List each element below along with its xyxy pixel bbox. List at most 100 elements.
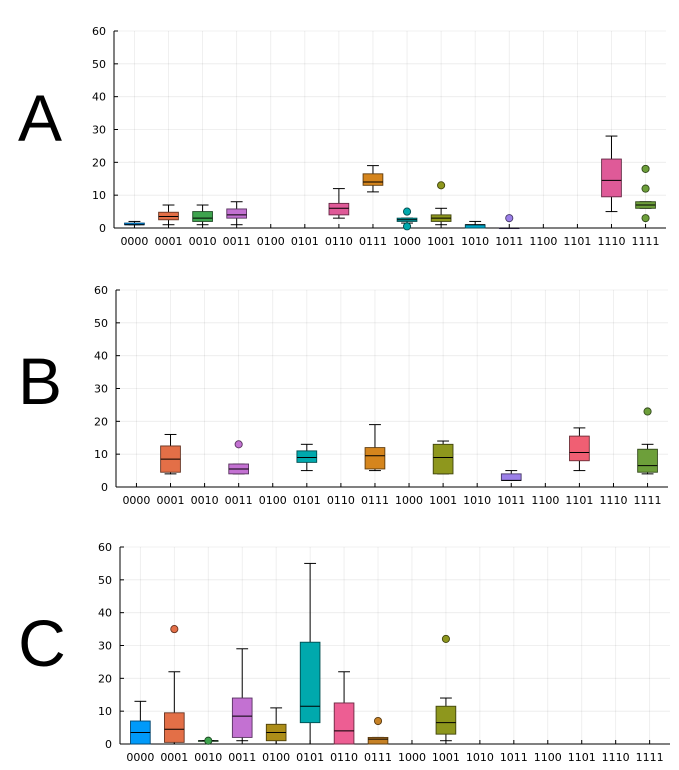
x-tick-label: 0000: [120, 235, 148, 248]
x-tick-label: 1111: [634, 494, 662, 507]
box-1001: [430, 181, 452, 226]
box-0001: [164, 625, 185, 745]
y-tick-label: 60: [92, 25, 106, 38]
outlier-point: [373, 716, 383, 726]
y-tick-label: 30: [92, 124, 106, 137]
outlier-point: [402, 207, 412, 216]
box-iqr: [435, 705, 457, 735]
box-0011: [231, 648, 253, 742]
x-tick-label: 0101: [291, 235, 319, 248]
box-iqr: [500, 473, 522, 481]
x-tick-label: 1110: [597, 235, 625, 248]
outlier-point: [402, 222, 412, 231]
x-tick-label: 1001: [429, 494, 457, 507]
x-tick-label: 1011: [495, 235, 523, 248]
x-tick-label: 0011: [223, 235, 251, 248]
x-tick-label: 1100: [534, 751, 562, 764]
box-iqr: [362, 173, 384, 186]
outlier-point: [641, 184, 650, 193]
box-iqr: [328, 202, 350, 216]
x-tick-label: 1101: [565, 494, 593, 507]
x-tick-label: 0100: [259, 494, 287, 507]
y-tick-label: 60: [98, 541, 112, 554]
box-1000: [396, 207, 418, 231]
x-tick-label: 1101: [568, 751, 596, 764]
box-0001: [160, 433, 181, 475]
x-tick-label: 1001: [427, 235, 455, 248]
outlier-point: [641, 164, 650, 173]
x-tick-label: 1001: [432, 751, 460, 764]
x-tick-label: 0111: [361, 494, 389, 507]
box-0100: [265, 707, 287, 745]
panel-label: B: [18, 344, 62, 418]
box-0111: [367, 716, 389, 745]
panel-label: C: [18, 606, 66, 680]
x-tick-label: 1011: [500, 751, 528, 764]
x-tick-label: 0100: [257, 235, 285, 248]
box-iqr: [299, 641, 321, 724]
box-0111: [362, 165, 384, 193]
x-tick-label: 0100: [262, 751, 290, 764]
x-tick-label: 1011: [497, 494, 525, 507]
x-tick-label: 0010: [194, 751, 222, 764]
panel-c: C 0 10 20 30 40 50 60 0000 0001 0010 0011 0100 0101 01…: [18, 541, 670, 764]
y-tick-label: 10: [98, 705, 112, 718]
panel-label: A: [18, 81, 62, 155]
box-0101: [296, 443, 318, 472]
x-tick-label: 0001: [160, 751, 188, 764]
outlier-point: [441, 634, 450, 643]
x-tick-label: 0110: [330, 751, 358, 764]
outlier-point: [234, 440, 243, 449]
x-tick-label: 0011: [225, 494, 253, 507]
y-tick-label: 40: [98, 607, 112, 620]
outlier-point: [641, 214, 650, 223]
x-tick-label: 0111: [359, 235, 387, 248]
box-iqr: [601, 158, 622, 198]
x-tick-label: 0000: [122, 494, 150, 507]
box-1001: [432, 440, 454, 475]
y-tick-label: 40: [94, 350, 108, 363]
x-tick-label: 0110: [325, 235, 353, 248]
panel-a: A 0 10 20 30 40 50 60 0000 0001 0010 0011 0100 0101 01…: [18, 25, 666, 248]
outlier-point: [643, 407, 652, 416]
x-tick-label: 0000: [126, 751, 154, 764]
x-tick-label: 1000: [395, 494, 423, 507]
box-0011: [226, 201, 247, 226]
box-0001: [158, 204, 179, 226]
x-tick-label: 1110: [602, 751, 630, 764]
y-tick-label: 50: [98, 574, 112, 587]
y-tick-label: 60: [94, 284, 108, 297]
y-tick-label: 50: [92, 58, 106, 71]
y-tick-label: 10: [94, 448, 108, 461]
box-0000: [130, 700, 151, 745]
outlier-point: [204, 736, 213, 745]
box-iqr: [367, 736, 389, 745]
box-iqr: [231, 697, 253, 738]
y-tick-label: 20: [98, 672, 112, 685]
box-1011: [498, 214, 520, 230]
box-0111: [364, 424, 386, 472]
y-tick-label: 20: [92, 156, 106, 169]
box-1111: [637, 407, 658, 475]
box-0110: [333, 671, 355, 745]
y-tick-label: 40: [92, 91, 106, 104]
x-tick-label: 0110: [327, 494, 355, 507]
x-tick-label: 0111: [364, 751, 392, 764]
box-iqr: [333, 702, 355, 745]
y-tick-label: 0: [105, 738, 112, 751]
box-iqr: [226, 208, 247, 219]
box-0010: [197, 736, 219, 745]
box-0000: [124, 220, 145, 226]
panel-b: B 0 10 20 30 40 50 60 0000 0001 0010 0011 0100 0101 01…: [18, 284, 668, 507]
y-tick-label: 30: [98, 640, 112, 653]
x-tick-label: 0010: [189, 235, 217, 248]
box-iqr: [637, 448, 658, 473]
y-tick-label: 0: [99, 222, 106, 235]
box-iqr: [296, 450, 318, 463]
x-tick-label: 1000: [393, 235, 421, 248]
box-0010: [192, 204, 213, 226]
y-tick-label: 30: [94, 383, 108, 396]
box-1001: [435, 634, 457, 742]
box-0011: [228, 440, 249, 475]
